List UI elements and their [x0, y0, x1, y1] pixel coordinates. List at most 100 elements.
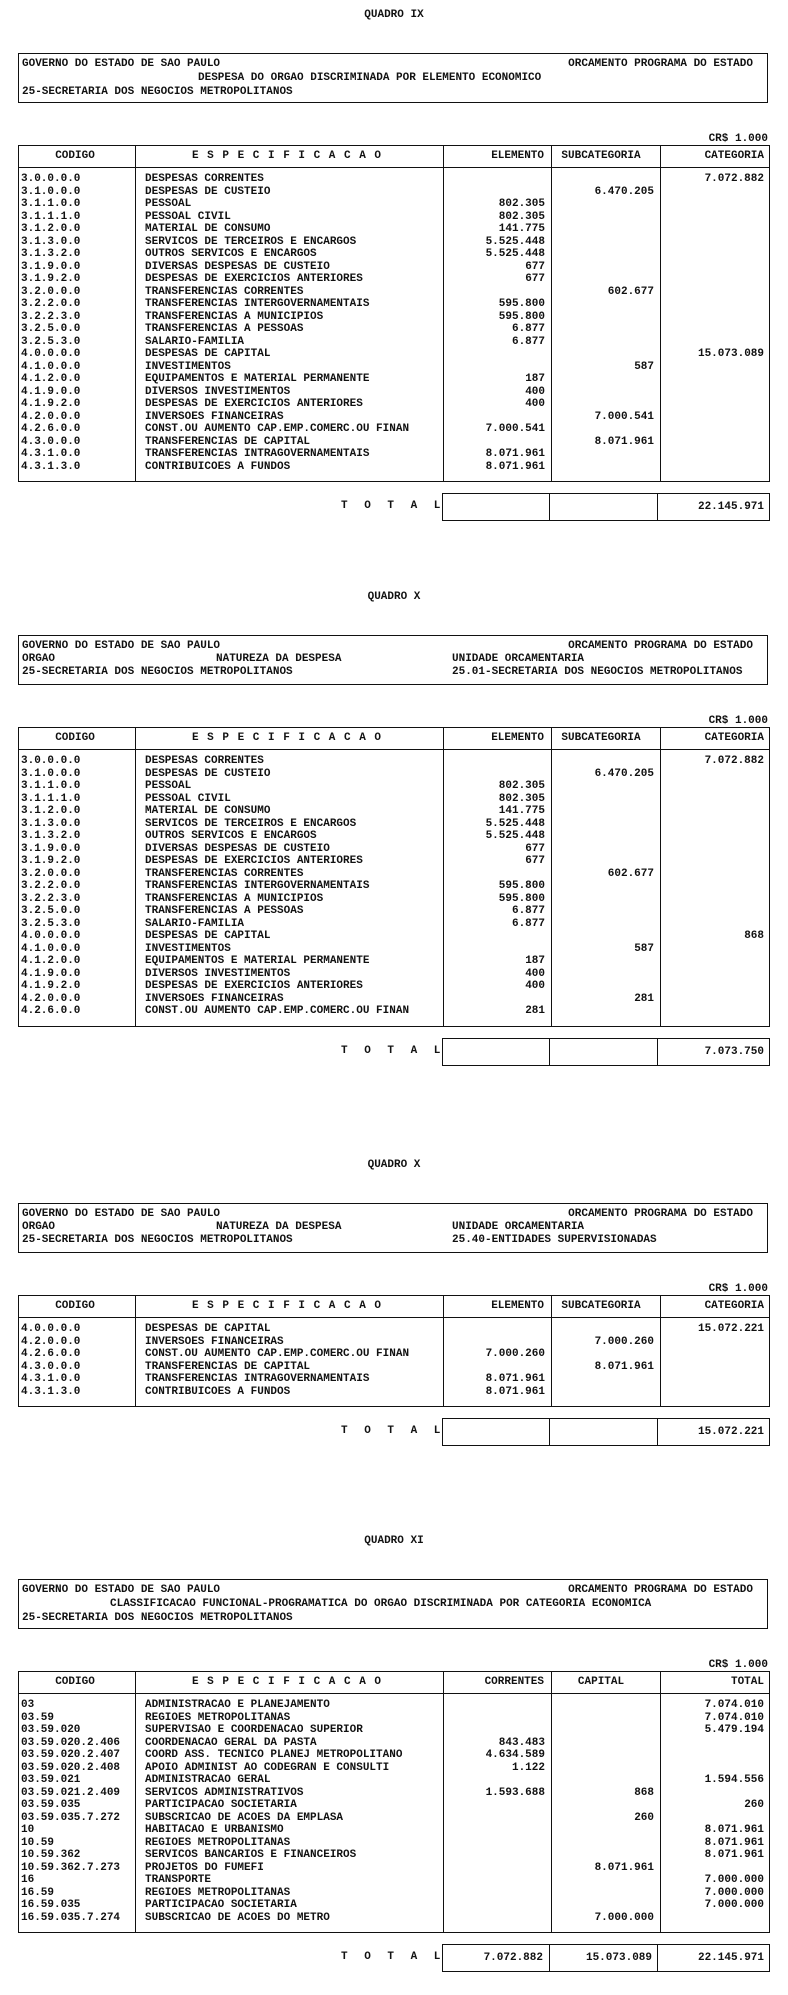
col-a-cell: 400	[525, 398, 545, 410]
table-header-row: CODIGO E S P E C I F I C A C A O ELEMENTO S…	[19, 1296, 769, 1318]
header-center2: NATUREZA DA DESPESA	[216, 1221, 342, 1233]
total-value: 15.072.221	[697, 1426, 764, 1438]
column-header: TOTAL	[730, 1676, 764, 1688]
col-a-cell: 6.877	[511, 335, 545, 348]
description-cell: CONST.OU AUMENTO CAP.EMP.COMERC.OU FINAN	[145, 1348, 410, 1360]
col-b-cell: 260	[634, 1811, 654, 1824]
table-row: 4.0.0.0.0 DESPESAS DE CAPITAL 868	[19, 930, 769, 943]
column-divider	[551, 728, 552, 1026]
description-cell: TRANSFERENCIAS INTRAGOVERNAMENTAIS	[145, 448, 370, 460]
table-row: 3.1.9.0.0 DIVERSAS DESPESAS DE CUSTEIO 677	[19, 843, 769, 856]
table-body: 03 ADMINISTRACAO E PLANEJAMENTO 7.074.010 0…	[19, 1694, 769, 1932]
col-a-cell: 4.634.589	[485, 1749, 545, 1761]
column-header: CODIGO	[55, 1300, 95, 1312]
table-row: 3.1.9.0.0 DIVERSAS DESPESAS DE CUSTEIO 677	[19, 261, 769, 274]
col-a-cell: 6.877	[511, 917, 545, 930]
col-a-cell: 802.305	[498, 198, 545, 210]
col-b-cell: 7.000.541	[594, 410, 654, 423]
code-cell: 4.3.0.0.0	[21, 435, 81, 448]
total-value: 7.073.750	[704, 1046, 764, 1058]
code-cell: 16	[21, 1874, 35, 1886]
table-row: 3.2.0.0.0 TRANSFERENCIAS CORRENTES 602.677	[19, 286, 769, 299]
code-cell: 3.1.1.1.0	[21, 210, 81, 223]
column-divider	[549, 1039, 550, 1065]
description-cell: TRANSFERENCIAS A PESSOAS	[145, 905, 304, 917]
description-cell: DESPESAS DE EXERCICIOS ANTERIORES	[145, 855, 363, 867]
table-row: 3.1.3.0.0 SERVICOS DE TERCEIROS E ENCARGO…	[19, 236, 769, 249]
table-row: 4.1.9.2.0 DESPESAS DE EXERCICIOS ANTERIOR…	[19, 980, 769, 993]
col-c-cell: 15.072.221	[697, 1323, 764, 1335]
currency-unit: CR$ 1.000	[708, 1659, 768, 1671]
total-label: T O T A L	[341, 1425, 446, 1437]
code-cell: 4.1.2.0.0	[21, 373, 81, 385]
column-divider	[660, 1296, 661, 1406]
code-cell: 4.0.0.0.0	[21, 1323, 81, 1335]
description-cell: COORD ASS. TECNICO PLANEJ METROPOLITANO	[145, 1749, 403, 1761]
description-cell: DESPESAS DE CAPITAL	[145, 348, 271, 360]
table-body: 4.0.0.0.0 DESPESAS DE CAPITAL 15.072.221 4.…	[19, 1318, 769, 1406]
description-cell: DIVERSAS DESPESAS DE CUSTEIO	[145, 842, 330, 855]
table-header-row: CODIGO E S P E C I F I C A C A O CORRENTES…	[19, 1672, 769, 1694]
code-cell: 03.59.020.2.406	[21, 1736, 121, 1749]
description-cell: PESSOAL CIVIL	[145, 210, 231, 223]
col-a-cell: 5.525.448	[485, 235, 545, 248]
table-row: 03.59.020.2.408 APOIO ADMINIST AO CODEGRA…	[19, 1762, 769, 1775]
column-divider	[551, 146, 552, 481]
table-row: 3.1.0.0.0 DESPESAS DE CUSTEIO 6.470.205	[19, 186, 769, 199]
total-box: 7.073.750	[442, 1038, 770, 1066]
description-cell: MATERIAL DE CONSUMO	[145, 223, 271, 235]
column-divider	[443, 1296, 444, 1406]
col-a-cell: 8.071.961	[485, 460, 545, 473]
column-header: E S P E C I F I C A C A O	[191, 150, 383, 162]
header-left2: ORGAO	[22, 653, 56, 665]
header-right3: 25.01-SECRETARIA DOS NEGOCIOS METROPOLIT…	[452, 666, 743, 678]
table-row: 4.1.2.0.0 EQUIPAMENTOS E MATERIAL PERMANE…	[19, 955, 769, 968]
code-cell: 4.2.6.0.0	[21, 1005, 81, 1017]
column-header: CODIGO	[55, 150, 95, 162]
table-row: 3.2.2.0.0 TRANSFERENCIAS INTERGOVERNAMENT…	[19, 880, 769, 893]
col-c-cell: 7.000.000	[704, 1899, 764, 1911]
col-b-cell: 868	[634, 1786, 654, 1799]
table-row: 03.59.021.2.409 SERVICOS ADMINISTRATIVOS 1…	[19, 1787, 769, 1800]
col-b-cell: 602.677	[607, 285, 654, 298]
code-cell: 3.2.5.0.0	[21, 905, 81, 917]
code-cell: 3.1.1.0.0	[21, 198, 81, 210]
code-cell: 3.1.3.0.0	[21, 817, 81, 830]
table-row: 4.3.1.0.0 TRANSFERENCIAS INTRAGOVERNAMENT…	[19, 1373, 769, 1386]
description-cell: TRANSPORTE	[145, 1874, 212, 1886]
description-cell: CONST.OU AUMENTO CAP.EMP.COMERC.OU FINAN	[145, 1005, 410, 1017]
table-row: 4.2.0.0.0 INVERSOES FINANCEIRAS 7.000.260	[19, 1336, 769, 1349]
table-row: 3.2.5.0.0 TRANSFERENCIAS A PESSOAS 6.877	[19, 905, 769, 918]
table-body: 3.0.0.0.0 DESPESAS CORRENTES 7.072.882 3.1.…	[19, 750, 769, 1026]
report-header-box: GOVERNO DO ESTADO DE SAO PAULO ORCAMENTO …	[18, 1203, 768, 1253]
table-row: 3.2.0.0.0 TRANSFERENCIAS CORRENTES 602.677	[19, 868, 769, 881]
total-value: 15.073.089	[585, 1952, 652, 1964]
code-cell: 4.1.9.0.0	[21, 385, 81, 398]
header-left1: GOVERNO DO ESTADO DE SAO PAULO	[22, 1584, 221, 1596]
col-b-cell: 7.000.000	[594, 1911, 654, 1924]
table-row: 3.1.3.2.0 OUTROS SERVICOS E ENCARGOS 5.525…	[19, 830, 769, 843]
table-row: 4.2.6.0.0 CONST.OU AUMENTO CAP.EMP.COMERC…	[19, 1005, 769, 1018]
col-a-cell: 7.000.260	[485, 1348, 545, 1360]
table-row: 3.2.2.3.0 TRANSFERENCIAS A MUNICIPIOS 595.…	[19, 893, 769, 906]
total-label: T O T A L	[341, 500, 446, 512]
column-header: CATEGORIA	[704, 732, 764, 744]
description-cell: TRANSFERENCIAS INTERGOVERNAMENTAIS	[145, 880, 370, 892]
column-header: ELEMENTO	[491, 732, 544, 744]
total-box: 7.072.882 15.073.089 22.145.971	[442, 1944, 770, 1972]
header-right2: UNIDADE ORCAMENTARIA	[452, 653, 585, 665]
column-divider	[657, 494, 658, 520]
col-a-cell: 6.877	[511, 905, 545, 917]
description-cell: INVERSOES FINANCEIRAS	[145, 410, 284, 423]
table-row: 4.1.9.0.0 DIVERSOS INVESTIMENTOS 400	[19, 386, 769, 399]
description-cell: TRANSFERENCIAS A MUNICIPIOS	[145, 892, 324, 905]
description-cell: INVERSOES FINANCEIRAS	[145, 992, 284, 1005]
table-row: 4.2.6.0.0 CONST.OU AUMENTO CAP.EMP.COMERC…	[19, 1348, 769, 1361]
column-divider	[135, 146, 136, 481]
col-c-cell: 7.000.000	[704, 1886, 764, 1899]
description-cell: DIVERSAS DESPESAS DE CUSTEIO	[145, 260, 330, 273]
table-row: 16.59.035.7.274 SUBSCRICAO DE ACOES DO ME…	[19, 1912, 769, 1925]
col-a-cell: 5.525.448	[485, 830, 545, 842]
code-cell: 10.59.362.7.273	[21, 1861, 121, 1874]
quadro-title: QUADRO XI	[364, 1535, 424, 1547]
